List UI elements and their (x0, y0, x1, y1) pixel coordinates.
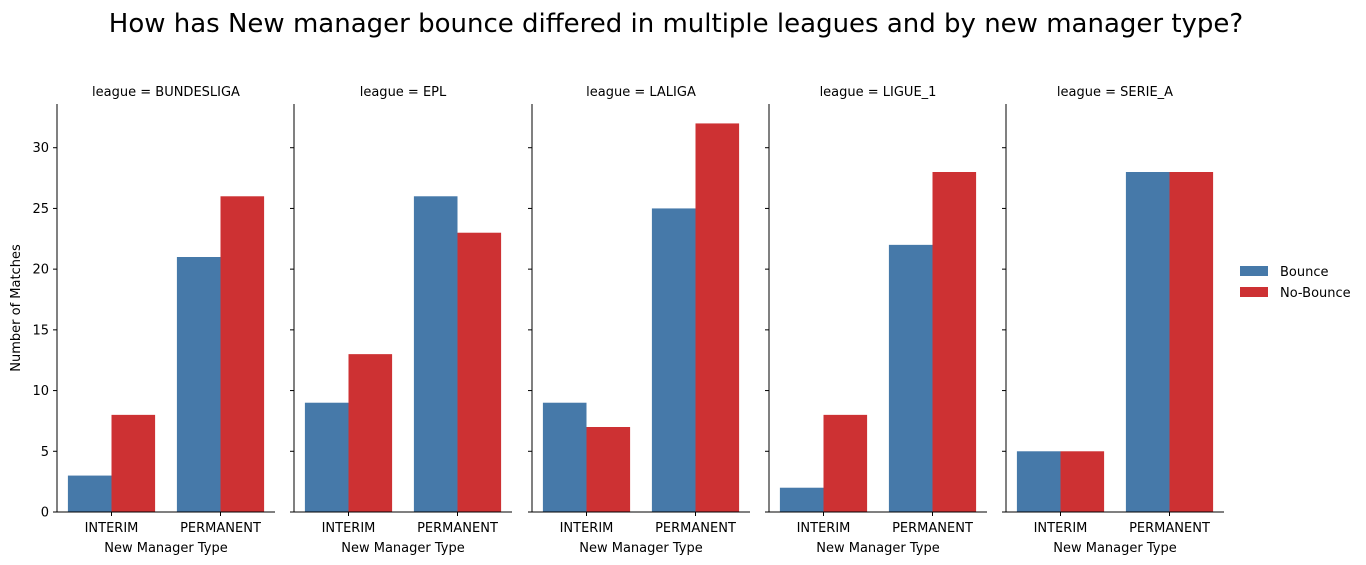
bar-bounce-interim (67, 475, 112, 512)
x-tick-label: PERMANENT (892, 521, 973, 536)
x-axis-label: New Manager Type (341, 541, 464, 556)
facet-title: league = BUNDESLIGA (92, 85, 240, 100)
legend-label-no-bounce: No-Bounce (1280, 286, 1351, 301)
bar-no-bounce-interim (348, 354, 393, 512)
x-axis-label: New Manager Type (1053, 541, 1176, 556)
bar-no-bounce-permanent (1169, 172, 1214, 512)
bar-bounce-interim (779, 487, 824, 512)
bar-bounce-permanent (888, 244, 933, 512)
y-tick-label: 25 (32, 202, 49, 217)
facet-panel: league = SERIE_A INTERIM PERMANENT New Mana… (1002, 85, 1224, 556)
facet-panel: league = LIGUE_1 INTERIM PERMANENT New Mana… (765, 85, 987, 556)
bar-bounce-permanent (413, 196, 458, 513)
bar-no-bounce-interim (1060, 451, 1105, 512)
x-tick-label: PERMANENT (655, 521, 736, 536)
bar-bounce-interim (1016, 451, 1061, 512)
x-tick-label: PERMANENT (180, 521, 261, 536)
x-tick-label: INTERIM (560, 521, 614, 536)
y-tick-label: 15 (32, 323, 49, 338)
x-axis-label: New Manager Type (816, 541, 939, 556)
facet-title: league = EPL (360, 85, 447, 100)
bar-bounce-interim (304, 402, 349, 512)
y-tick-label: 5 (41, 445, 49, 460)
x-tick-label: PERMANENT (417, 521, 498, 536)
facet-panel: league = BUNDESLIGA 0 5 10 15 20 25 30 INTERIM PE… (32, 85, 275, 556)
facet-title: league = LIGUE_1 (820, 85, 937, 100)
bar-no-bounce-interim (586, 427, 631, 512)
x-tick-label: INTERIM (1034, 521, 1088, 536)
legend: Bounce No-Bounce (1240, 265, 1351, 301)
facet-title: league = SERIE_A (1057, 85, 1173, 100)
bar-bounce-interim (542, 402, 587, 512)
bar-no-bounce-interim (111, 414, 156, 512)
x-tick-label: INTERIM (322, 521, 376, 536)
bar-bounce-permanent (176, 257, 221, 512)
chart-title: How has New manager bounce differed in m… (109, 9, 1243, 39)
legend-swatch-bounce (1240, 266, 1268, 276)
bar-no-bounce-permanent (932, 172, 977, 512)
x-tick-label: PERMANENT (1129, 521, 1210, 536)
legend-label-bounce: Bounce (1280, 265, 1329, 280)
y-tick-label: 0 (41, 506, 49, 521)
x-axis-label: New Manager Type (579, 541, 702, 556)
bar-no-bounce-permanent (457, 232, 502, 512)
x-tick-label: INTERIM (85, 521, 139, 536)
facet-title: league = LALIGA (586, 85, 696, 100)
x-tick-label: INTERIM (797, 521, 851, 536)
bar-bounce-permanent (651, 208, 696, 512)
y-tick-label: 10 (32, 384, 49, 399)
y-axis-label: Number of Matches (9, 244, 24, 372)
y-tick-label: 30 (32, 141, 49, 156)
bar-no-bounce-permanent (695, 123, 740, 512)
x-axis-label: New Manager Type (104, 541, 227, 556)
legend-swatch-no-bounce (1240, 287, 1268, 297)
bar-no-bounce-permanent (220, 196, 265, 513)
facet-panel: league = LALIGA INTERIM PERMANENT New Manag… (528, 85, 750, 556)
y-tick-label: 20 (32, 263, 49, 278)
bar-no-bounce-interim (823, 414, 868, 512)
bar-bounce-permanent (1125, 172, 1170, 512)
facet-panel: league = EPL INTERIM PERMANENT New Manager … (290, 85, 512, 556)
